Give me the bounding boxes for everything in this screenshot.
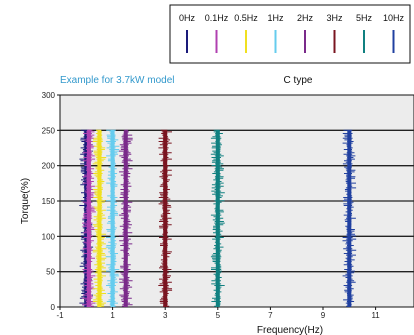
legend: 0Hz 0.1Hz 0.5Hz 1Hz 2Hz 3Hz 5Hz 10Hz xyxy=(179,13,405,53)
series-0.1Hz xyxy=(82,129,96,307)
series-group xyxy=(79,129,357,307)
series-10Hz xyxy=(342,129,357,307)
series-1Hz xyxy=(105,129,120,307)
x-tick-label: 7 xyxy=(268,311,273,320)
grid-lines xyxy=(60,129,414,273)
series-trace xyxy=(92,129,107,307)
legend-label: 2Hz xyxy=(297,13,314,23)
y-axis-ticks: 0 50 100 150 200 250 300 xyxy=(42,91,60,312)
legend-label: 1Hz xyxy=(267,13,284,23)
series-trace xyxy=(82,129,96,307)
chart-subtitle: Example for 3.7kW model xyxy=(60,75,175,86)
series-5Hz xyxy=(210,129,225,307)
chart-title: C type xyxy=(284,75,313,86)
series-trace xyxy=(210,129,225,307)
y-axis-title: Torque(%) xyxy=(20,178,31,224)
series-trace xyxy=(119,129,133,307)
series-trace xyxy=(105,129,120,307)
legend-label: 5Hz xyxy=(356,13,373,23)
series-0.5Hz xyxy=(92,129,107,307)
x-tick-label: 3 xyxy=(163,311,168,320)
x-tick-label: 5 xyxy=(216,311,221,320)
series-2Hz xyxy=(119,129,133,307)
y-tick-label: 0 xyxy=(51,303,56,312)
x-tick-label: 11 xyxy=(371,311,380,320)
legend-label: 0Hz xyxy=(179,13,196,23)
y-tick-label: 300 xyxy=(42,91,56,100)
x-axis-ticks: -1 1 3 5 7 9 11 xyxy=(56,307,380,320)
x-axis-title: Frequency(Hz) xyxy=(257,325,323,335)
y-tick-label: 100 xyxy=(42,232,56,241)
x-tick-label: 1 xyxy=(110,311,115,320)
x-tick-label: 9 xyxy=(321,311,326,320)
y-tick-label: 200 xyxy=(42,162,56,171)
legend-box xyxy=(169,4,411,64)
legend-label: 0.1Hz xyxy=(205,13,229,23)
x-tick-label: -1 xyxy=(56,311,64,320)
series-3Hz xyxy=(158,129,173,307)
y-tick-label: 250 xyxy=(42,126,56,135)
y-tick-label: 50 xyxy=(46,268,55,277)
y-tick-label: 150 xyxy=(42,197,56,206)
legend-label: 0.5Hz xyxy=(234,13,258,23)
series-trace xyxy=(342,129,357,307)
legend-label: 10Hz xyxy=(383,13,405,23)
series-trace xyxy=(158,129,173,307)
legend-label: 3Hz xyxy=(326,13,343,23)
